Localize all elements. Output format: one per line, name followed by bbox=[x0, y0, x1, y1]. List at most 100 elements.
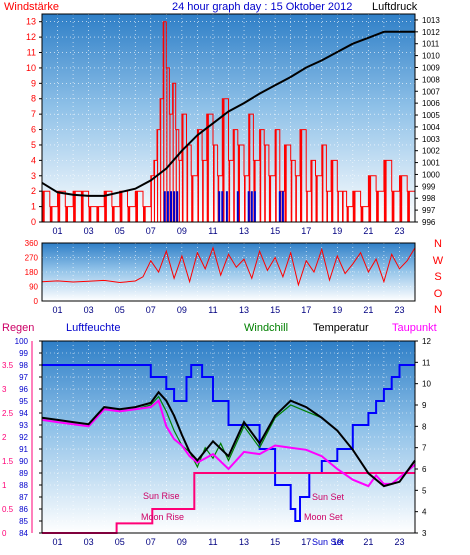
wind-bar bbox=[178, 160, 180, 222]
x-tick-label: 07 bbox=[146, 226, 156, 236]
wind-bar bbox=[331, 160, 334, 222]
temperature-panel-series bbox=[41, 364, 416, 534]
wind-y-tick-label: 5 bbox=[31, 140, 36, 150]
gust-bar bbox=[247, 191, 250, 222]
temperature-y-tick-label: 12 bbox=[422, 337, 431, 346]
wind-bar bbox=[127, 206, 131, 222]
gust-bar bbox=[218, 191, 221, 222]
x-tick-label: 17 bbox=[301, 305, 311, 315]
wind-bar bbox=[175, 129, 177, 222]
wind-direction-line bbox=[41, 246, 416, 287]
humidity-y-tick-label: 90 bbox=[19, 457, 28, 466]
compass-label: W bbox=[433, 255, 444, 267]
rain-y-tick-label: 3.5 bbox=[2, 361, 14, 370]
x-tick-label: 21 bbox=[363, 226, 373, 236]
humidity-label: Luftfeuchte bbox=[66, 322, 120, 334]
rain-label: Regen bbox=[2, 322, 34, 334]
x-tick-label: 13 bbox=[239, 537, 249, 547]
rain-y-tick-label: 1 bbox=[2, 481, 7, 490]
x-tick-label: 07 bbox=[146, 537, 156, 547]
wind-bar bbox=[111, 206, 115, 222]
temperature-y-tick-label: 5 bbox=[422, 486, 427, 495]
x-tick-label: 03 bbox=[84, 305, 94, 315]
direction-y-tick-label: 270 bbox=[25, 254, 39, 263]
wind-bar bbox=[300, 129, 303, 222]
wind-bar bbox=[268, 175, 272, 222]
pressure-y-tick-label: 1011 bbox=[422, 40, 440, 49]
humidity-y-tick-label: 95 bbox=[19, 397, 28, 406]
x-tick-label: 11 bbox=[208, 537, 217, 547]
wind-y-tick-label: 2 bbox=[31, 186, 36, 196]
wind-bar bbox=[135, 191, 138, 222]
direction-y-tick-label: 180 bbox=[25, 268, 39, 277]
wind-bar bbox=[104, 191, 107, 222]
wind-bar bbox=[391, 191, 395, 222]
wind-panel-series bbox=[41, 21, 416, 223]
x-tick-label: 01 bbox=[53, 226, 63, 236]
wind-bar bbox=[119, 191, 123, 222]
wind-bar bbox=[321, 145, 324, 222]
pressure-y-tick-label: 1000 bbox=[422, 170, 440, 179]
pressure-y-tick-label: 1013 bbox=[422, 16, 440, 25]
wind-bar bbox=[259, 129, 262, 222]
humidity-y-tick-label: 93 bbox=[19, 421, 28, 430]
wind-bar bbox=[315, 175, 318, 222]
wind-bar bbox=[228, 160, 231, 222]
x-tick-label: 19 bbox=[332, 537, 342, 547]
x-tick-label: 09 bbox=[177, 537, 187, 547]
pressure-y-tick-label: 1010 bbox=[422, 52, 440, 61]
x-tick-label: 19 bbox=[332, 226, 342, 236]
pressure-y-tick-label: 1005 bbox=[422, 111, 440, 120]
humidity-y-tick-label: 99 bbox=[19, 349, 28, 358]
pressure-y-tick-label: 997 bbox=[422, 206, 436, 215]
gust-bar bbox=[278, 191, 281, 222]
gust-bar bbox=[221, 191, 224, 222]
windchill-label: Windchill bbox=[244, 322, 288, 334]
wind-bar bbox=[290, 160, 293, 222]
wind-bar bbox=[383, 160, 387, 222]
pressure-label: Luftdruck bbox=[372, 1, 418, 13]
temperature-y-tick-label: 9 bbox=[422, 401, 427, 410]
sun-rise-label: Sun Rise bbox=[143, 491, 180, 501]
wind-bar bbox=[143, 206, 146, 222]
x-tick-label: 09 bbox=[177, 305, 187, 315]
gust-bar bbox=[176, 191, 179, 222]
pressure-y-tick-label: 1006 bbox=[422, 99, 440, 108]
x-tick-label: 03 bbox=[84, 226, 94, 236]
wind-bar bbox=[166, 67, 168, 223]
wind-y-tick-label: 0 bbox=[31, 217, 36, 227]
wind-bar bbox=[197, 129, 199, 222]
pressure-y-tick-label: 1007 bbox=[422, 87, 440, 96]
pressure-y-tick-label: 1003 bbox=[422, 135, 440, 144]
dewpoint-line bbox=[41, 398, 416, 488]
gust-bar bbox=[225, 191, 228, 222]
wind-y-tick-label: 8 bbox=[31, 94, 36, 104]
wind-panel-axes: 0123456789101112139969979989991000100110… bbox=[26, 16, 440, 236]
humidity-y-tick-label: 98 bbox=[19, 361, 28, 370]
wind-bar bbox=[346, 206, 349, 222]
x-tick-label: 05 bbox=[115, 305, 125, 315]
rain-y-tick-label: 3 bbox=[2, 385, 7, 394]
wind-panel-border bbox=[41, 13, 416, 223]
wind-bar bbox=[310, 160, 313, 222]
wind-y-tick-label: 7 bbox=[31, 109, 36, 119]
x-tick-label: 01 bbox=[53, 305, 63, 315]
wind-bar bbox=[342, 191, 344, 222]
gust-bar bbox=[250, 191, 253, 222]
wind-bar bbox=[153, 160, 155, 222]
wind-bar bbox=[306, 191, 308, 222]
humidity-y-tick-label: 100 bbox=[15, 337, 29, 346]
rain-y-tick-label: 1.5 bbox=[2, 457, 14, 466]
wind-bar bbox=[237, 145, 240, 222]
humidity-y-tick-label: 89 bbox=[19, 469, 28, 478]
x-tick-label: 15 bbox=[270, 226, 280, 236]
wind-y-tick-label: 9 bbox=[31, 78, 36, 88]
x-tick-label: 17 bbox=[301, 226, 311, 236]
humidity-y-tick-label: 97 bbox=[19, 373, 28, 382]
pressure-line bbox=[41, 30, 415, 197]
x-tick-label: 09 bbox=[177, 226, 187, 236]
wind-bar bbox=[284, 145, 287, 222]
humidity-y-tick-label: 87 bbox=[19, 493, 28, 502]
gust-bar bbox=[170, 191, 172, 222]
direction-y-tick-label: 90 bbox=[29, 283, 38, 292]
